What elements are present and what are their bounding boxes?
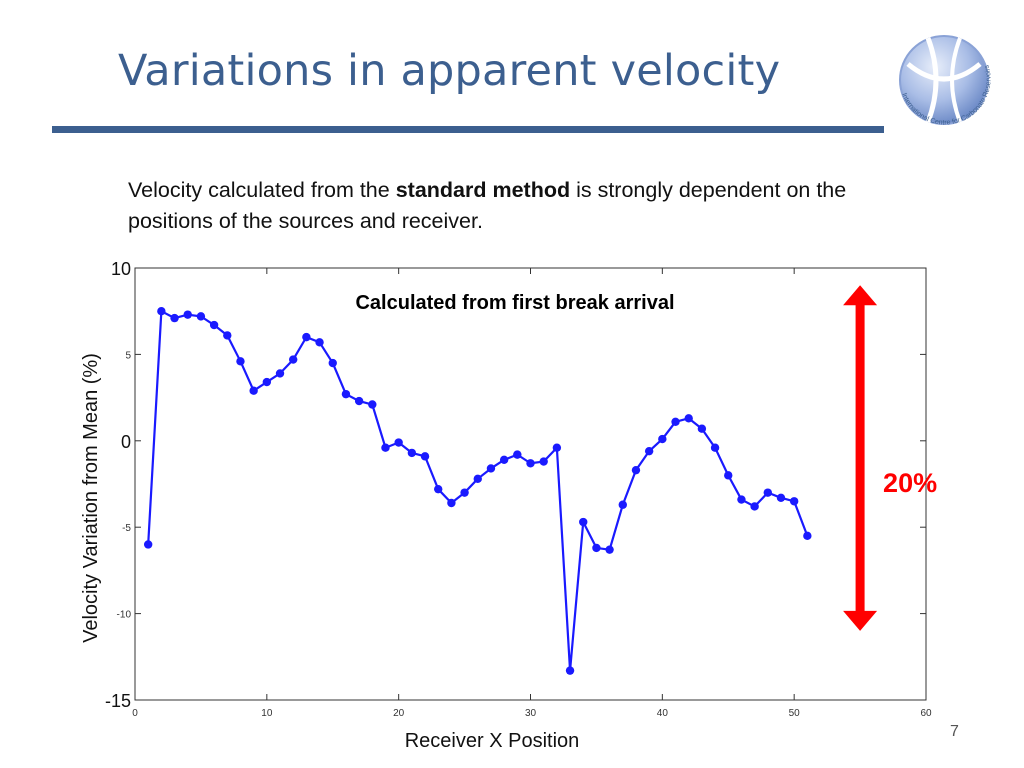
data-point <box>750 502 759 511</box>
y-axis-ticks: 10 5 0 -5 -10 -15 <box>105 259 926 711</box>
plot-frame <box>134 267 927 701</box>
data-point <box>434 484 443 494</box>
data-point <box>763 488 772 497</box>
data-point <box>223 331 232 340</box>
data-point <box>658 434 667 444</box>
annotation-group: 20% <box>843 285 937 631</box>
data-point <box>341 389 351 399</box>
data-point <box>684 414 693 423</box>
arrow-head-up <box>843 285 878 306</box>
data-point <box>539 457 548 466</box>
data-point <box>776 493 786 503</box>
data-point <box>513 450 522 459</box>
data-point <box>302 332 311 342</box>
body-text-bold: standard method <box>395 178 571 202</box>
data-point <box>447 498 456 508</box>
slide-title: Variations in apparent velocity <box>118 46 781 96</box>
data-point <box>644 446 654 456</box>
x-axis-ticks: 0 10 20 30 40 50 60 <box>132 268 932 719</box>
y-tick-label: 10 <box>111 259 131 279</box>
organization-logo: International Centre for Carbonate Reser… <box>899 35 993 127</box>
data-point <box>407 448 417 458</box>
y-tick-label: -5 <box>122 523 131 534</box>
data-point <box>697 424 707 433</box>
x-axis-label: Receiver X Position <box>405 730 580 752</box>
data-point <box>526 459 535 468</box>
body-text-part2: is strongly dependent on the positions o… <box>128 178 847 233</box>
data-point <box>789 497 799 506</box>
data-point <box>605 545 614 554</box>
data-point <box>565 666 575 675</box>
x-tick-label: 10 <box>261 708 273 719</box>
data-point <box>671 417 680 426</box>
data-point <box>631 465 641 475</box>
data-point <box>143 540 153 549</box>
y-tick-label: -15 <box>105 691 131 711</box>
data-point <box>552 443 562 452</box>
data-point <box>289 355 298 364</box>
annotation-label: 20% <box>883 468 937 498</box>
chart-title: Calculated from first break arrival <box>355 292 674 314</box>
data-point <box>592 543 601 553</box>
x-tick-label: 40 <box>657 708 669 719</box>
data-point <box>618 500 627 509</box>
data-point <box>473 474 482 484</box>
data-point <box>170 313 179 323</box>
data-point <box>315 338 324 347</box>
data-point <box>499 455 509 465</box>
data-point <box>328 358 337 368</box>
y-tick-label: 5 <box>125 350 131 361</box>
x-tick-label: 50 <box>789 708 801 719</box>
data-point <box>196 312 206 321</box>
series-line <box>147 310 809 672</box>
chart-axes <box>134 267 927 701</box>
data-point <box>724 471 733 480</box>
x-tick-label: 30 <box>525 708 537 719</box>
data-point <box>381 443 390 452</box>
data-point <box>803 531 812 541</box>
data-point <box>157 307 166 316</box>
data-point <box>354 396 364 406</box>
data-point <box>737 495 746 504</box>
title-underline <box>52 126 884 133</box>
data-point <box>249 386 258 395</box>
data-point <box>579 517 588 527</box>
data-point <box>209 320 219 330</box>
data-point <box>236 357 245 366</box>
x-tick-label: 0 <box>132 708 138 719</box>
data-point <box>275 369 285 378</box>
data-point <box>368 400 377 409</box>
data-point <box>710 443 720 452</box>
data-point <box>183 310 192 319</box>
y-tick-label: -10 <box>117 610 132 621</box>
x-tick-label: 60 <box>920 708 932 719</box>
body-text: Velocity calculated from the standard me… <box>128 175 848 237</box>
body-text-part1: Velocity calculated from the <box>128 178 396 202</box>
y-tick-label: 0 <box>121 432 131 452</box>
data-point <box>460 488 469 497</box>
data-point <box>262 377 272 387</box>
data-point <box>420 452 430 461</box>
arrow-head-down <box>843 610 878 631</box>
slide-number: 7 <box>950 723 959 740</box>
y-axis-label: Velocity Variation from Mean (%) <box>80 353 102 643</box>
series-group <box>143 307 812 675</box>
data-point <box>394 438 403 447</box>
x-tick-label: 20 <box>393 708 405 719</box>
data-point <box>486 464 496 473</box>
